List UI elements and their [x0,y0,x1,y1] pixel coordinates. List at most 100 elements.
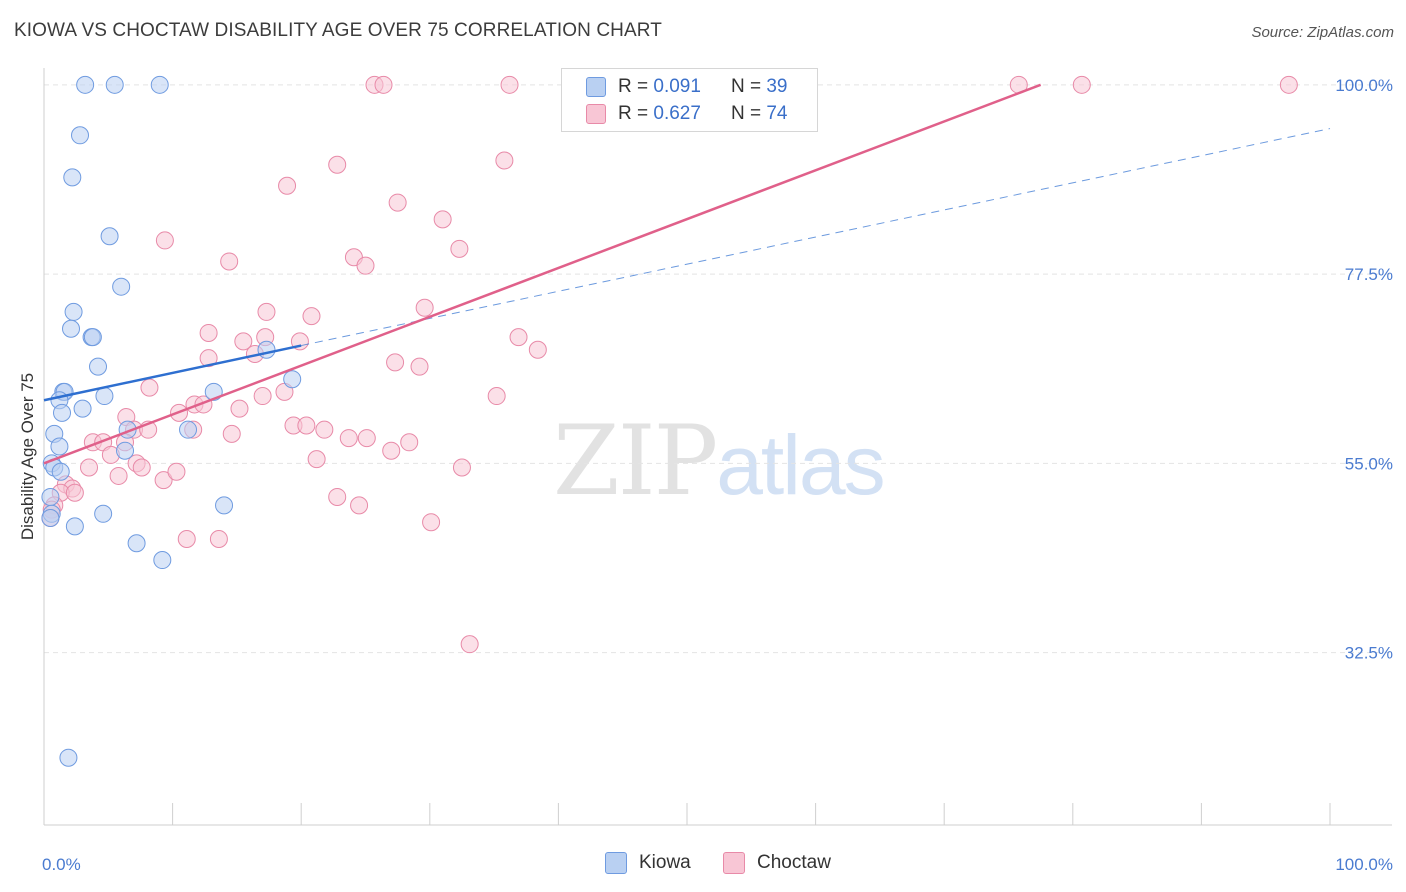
kiowa-point [51,462,70,481]
kiowa-n-label: N = [730,76,762,97]
chart-title: KIOWA VS CHOCTAW DISABILITY AGE OVER 75 … [14,20,662,41]
choctaw-point [155,231,174,250]
kiowa-trend-line [43,344,302,402]
choctaw-swatch [586,104,606,124]
kiowa-point [50,437,69,456]
kiowa-point [41,508,60,527]
kiowa-trend-dashed [301,128,1331,347]
choctaw-point [220,252,239,271]
choctaw-point [80,458,99,477]
choctaw-point [132,458,151,477]
choctaw-point [452,458,471,477]
choctaw-trend-line [43,83,1042,465]
choctaw-point [328,155,347,174]
kiowa-point [71,126,90,145]
kiowa-point [257,340,276,359]
kiowa-point [73,399,92,418]
choctaw-point [109,466,128,485]
choctaw-point [199,349,218,368]
choctaw-point [1072,75,1091,94]
choctaw-point [415,298,434,317]
tick-labels: 32.5% 55.0% 77.5% 100.0% 0.0% 100.0% Disabilit… [18,76,1393,874]
choctaw-point [357,429,376,448]
trend-lines [43,83,1331,465]
choctaw-n-label: N = [730,103,762,124]
legend-item-choctaw: Choctaw [723,852,831,874]
grid [44,84,1392,654]
kiowa-point [283,370,302,389]
choctaw-point [1279,75,1298,94]
choctaw-point [487,387,506,406]
choctaw-point [500,75,519,94]
y-tick-label: 77.5% [1345,265,1393,284]
choctaw-point [177,530,196,549]
choctaw-points [41,75,1298,654]
kiowa-point [64,302,83,321]
x-tick-label: 0.0% [42,855,81,874]
series-legend: Kiowa Choctaw [0,852,1406,878]
y-axis-label: Disability Age Over 75 [18,373,37,540]
choctaw-point [140,378,159,397]
choctaw-r-value: 0.627 [653,103,701,124]
y-tick-label: 55.0% [1345,454,1393,473]
kiowa-point [94,504,113,523]
stats-legend: R = 0.091 N = 39 R = 0.627 N = 74 [561,68,818,132]
kiowa-point [76,75,95,94]
legend-item-kiowa: Kiowa [605,852,691,874]
kiowa-r-value: 0.091 [653,76,701,97]
choctaw-point [450,239,469,258]
choctaw-r-label: R = [618,103,649,124]
kiowa-point [41,487,60,506]
choctaw-point [339,429,358,448]
choctaw-point [460,635,479,654]
kiowa-point [215,496,234,515]
choctaw-point [278,176,297,195]
kiowa-point [112,277,131,296]
choctaw-point [297,416,316,435]
kiowa-swatch [586,77,606,97]
legend-row-choctaw: R = 0.627 N = 74 [586,102,787,126]
kiowa-points [41,75,302,767]
choctaw-point [315,420,334,439]
choctaw-point [167,462,186,481]
x-tick-label: 100.0% [1335,855,1393,874]
choctaw-point [253,387,272,406]
choctaw-point [356,256,375,275]
choctaw-point [433,210,452,229]
kiowa-point [179,420,198,439]
choctaw-point [400,433,419,452]
kiowa-point [83,328,102,347]
choctaw-point [65,483,84,502]
choctaw-point [230,399,249,418]
kiowa-point [127,534,146,553]
legend-kiowa-label: Kiowa [639,852,691,873]
legend-row-kiowa: R = 0.091 N = 39 [586,75,787,99]
choctaw-point [154,471,173,490]
choctaw-point [234,332,253,351]
kiowa-point [116,441,135,460]
kiowa-point [95,387,114,406]
choctaw-point [350,496,369,515]
choctaw-point [386,353,405,372]
choctaw-n-value: 74 [766,103,788,124]
choctaw-point [528,340,547,359]
y-tick-label: 32.5% [1345,644,1393,663]
choctaw-point [382,441,401,460]
watermark: ZIPatlas [553,405,886,517]
kiowa-point [153,551,172,570]
kiowa-n-value: 39 [766,76,788,97]
choctaw-point [302,307,321,326]
kiowa-point [62,319,81,338]
choctaw-point [410,357,429,376]
legend-kiowa-swatch [605,852,627,874]
y-tick-label: 100.0% [1335,76,1393,95]
choctaw-point [388,193,407,212]
choctaw-point [495,151,514,170]
kiowa-point [100,227,119,246]
watermark-zip: ZIP [553,405,718,517]
legend-choctaw-swatch [723,852,745,874]
choctaw-point [199,323,218,342]
choctaw-point [222,424,241,443]
kiowa-point [105,75,124,94]
